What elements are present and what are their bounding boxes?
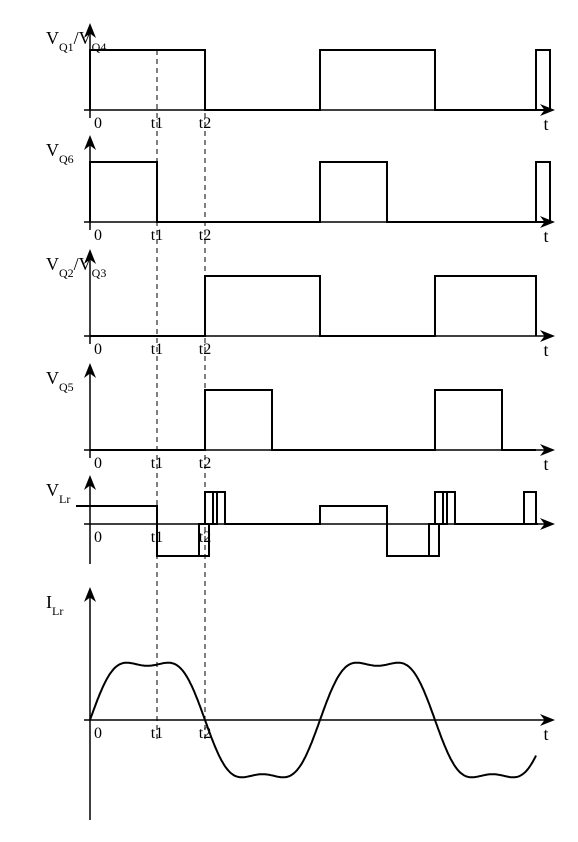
- svg-text:t2: t2: [199, 341, 211, 358]
- svg-text:t: t: [543, 454, 548, 474]
- svg-text:VQ5: VQ5: [46, 368, 74, 394]
- svg-text:t: t: [543, 114, 548, 134]
- svg-text:0: 0: [94, 341, 102, 358]
- svg-text:t1: t1: [151, 455, 163, 472]
- timing-diagram: VQ1/VQ40t1t2tVQ60t1t2tVQ2/VQ30t1t2tVQ50t…: [10, 20, 568, 822]
- svg-text:VQ2/VQ3: VQ2/VQ3: [46, 254, 106, 280]
- svg-text:VLr: VLr: [46, 480, 70, 506]
- svg-text:t1: t1: [151, 115, 163, 132]
- svg-text:t: t: [543, 340, 548, 360]
- svg-text:t2: t2: [199, 455, 211, 472]
- svg-text:VQ6: VQ6: [46, 140, 74, 166]
- svg-text:0: 0: [94, 115, 102, 132]
- svg-text:0: 0: [94, 529, 102, 546]
- svg-text:0: 0: [94, 227, 102, 244]
- svg-text:t1: t1: [151, 725, 163, 742]
- svg-text:0: 0: [94, 455, 102, 472]
- svg-text:t2: t2: [199, 227, 211, 244]
- svg-text:0: 0: [94, 725, 102, 742]
- svg-text:ILr: ILr: [46, 592, 63, 618]
- svg-text:t1: t1: [151, 341, 163, 358]
- svg-text:t: t: [543, 226, 548, 246]
- svg-text:t1: t1: [151, 227, 163, 244]
- svg-text:t2: t2: [199, 115, 211, 132]
- svg-text:t: t: [543, 724, 548, 744]
